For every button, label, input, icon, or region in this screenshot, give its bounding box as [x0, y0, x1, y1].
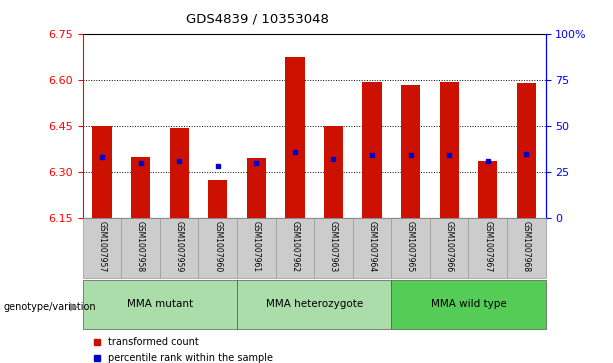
Text: GSM1007965: GSM1007965: [406, 221, 415, 272]
Text: GSM1007966: GSM1007966: [444, 221, 454, 272]
Bar: [517, 83, 536, 218]
Bar: [430, 218, 468, 278]
Bar: [285, 57, 305, 218]
Text: MMA mutant: MMA mutant: [127, 299, 193, 309]
Text: GSM1007957: GSM1007957: [97, 221, 107, 272]
Bar: [314, 218, 352, 278]
Bar: [276, 218, 314, 278]
Bar: [83, 218, 121, 278]
Text: GSM1007963: GSM1007963: [329, 221, 338, 272]
Bar: [391, 280, 546, 329]
Bar: [237, 218, 276, 278]
Bar: [121, 218, 160, 278]
Bar: [131, 157, 150, 218]
Text: percentile rank within the sample: percentile rank within the sample: [109, 353, 273, 363]
Text: transformed count: transformed count: [109, 337, 199, 347]
Text: GSM1007959: GSM1007959: [175, 221, 184, 272]
Bar: [237, 280, 391, 329]
Bar: [468, 218, 507, 278]
Bar: [83, 280, 237, 329]
Text: MMA heterozygote: MMA heterozygote: [265, 299, 363, 309]
Text: GSM1007962: GSM1007962: [291, 221, 299, 272]
Text: GSM1007960: GSM1007960: [213, 221, 223, 272]
Text: MMA wild type: MMA wild type: [430, 299, 506, 309]
Bar: [93, 126, 112, 218]
Text: genotype/variation: genotype/variation: [3, 302, 96, 312]
Bar: [362, 82, 382, 218]
Bar: [507, 218, 546, 278]
Bar: [478, 161, 497, 218]
Bar: [324, 126, 343, 218]
Bar: [160, 218, 199, 278]
Bar: [440, 82, 459, 218]
Text: GSM1007968: GSM1007968: [522, 221, 531, 272]
Bar: [199, 218, 237, 278]
Text: GSM1007958: GSM1007958: [136, 221, 145, 272]
Bar: [352, 218, 391, 278]
Text: GSM1007961: GSM1007961: [252, 221, 261, 272]
Bar: [391, 218, 430, 278]
Text: GSM1007967: GSM1007967: [483, 221, 492, 272]
Bar: [246, 158, 266, 218]
Text: GSM1007964: GSM1007964: [368, 221, 376, 272]
Text: GDS4839 / 10353048: GDS4839 / 10353048: [186, 13, 329, 26]
Bar: [170, 128, 189, 218]
Bar: [208, 180, 227, 218]
Text: ▶: ▶: [70, 302, 78, 312]
Bar: [401, 85, 421, 218]
